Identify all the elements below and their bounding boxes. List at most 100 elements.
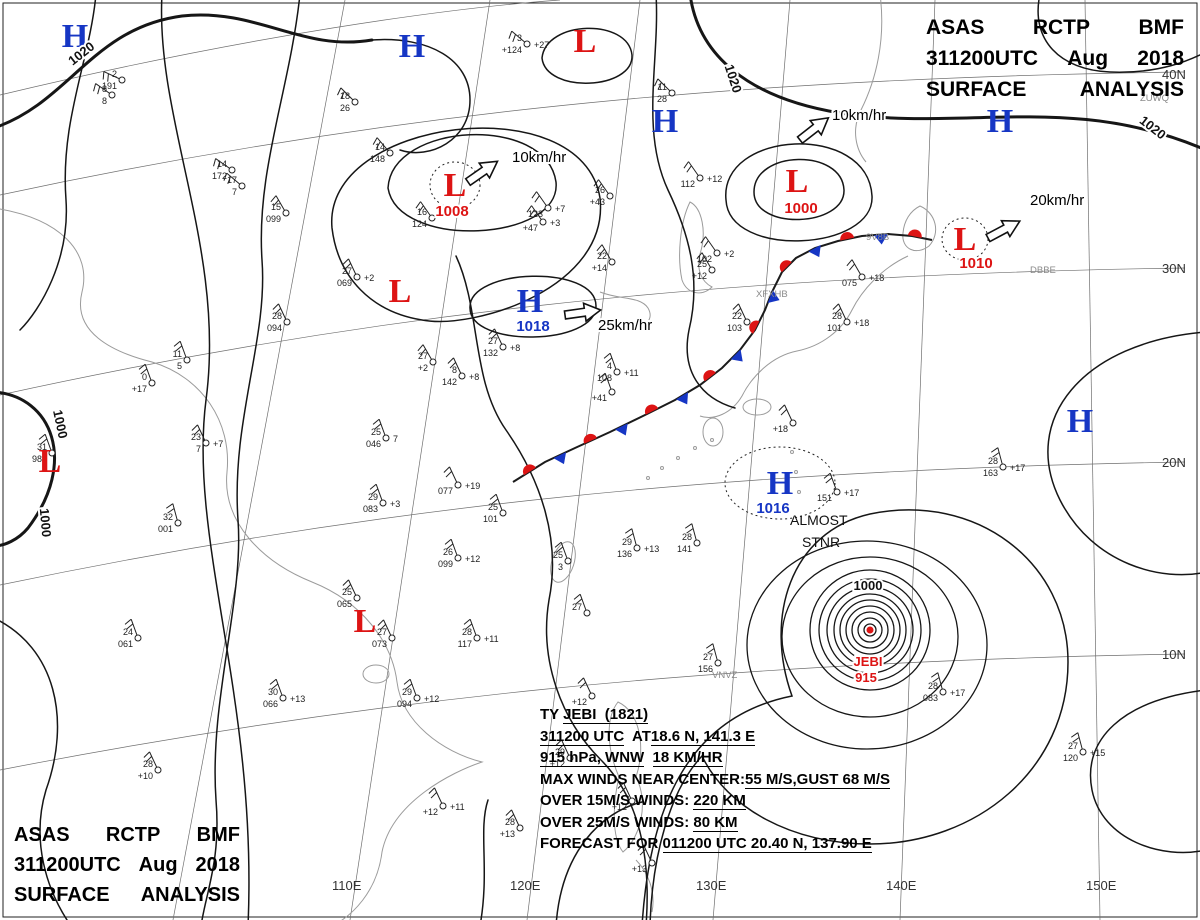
station-value: +14 <box>592 263 607 273</box>
wind-barb-feather <box>102 71 105 80</box>
warm-front-symbol <box>749 320 760 334</box>
station-circle <box>566 754 574 762</box>
title-word: ANALYSIS <box>140 884 240 906</box>
station-value: +13 <box>632 864 647 874</box>
station-value: 3 <box>558 562 563 572</box>
station-value: +12 <box>692 271 707 281</box>
isobar <box>387 134 557 232</box>
cold-front-symbol <box>767 290 780 304</box>
grid-line <box>0 71 1186 196</box>
typhoon-isobars <box>746 540 988 750</box>
isobar-label: 1020 <box>1137 113 1169 143</box>
wind-barb-feather <box>271 683 279 690</box>
station-value: 29 <box>402 687 412 697</box>
typhoon-info-segment: 18 KM/HR <box>652 749 723 767</box>
station-value: 103 <box>727 323 742 333</box>
station-plot: 0+17 <box>132 363 156 394</box>
wind-barb-feather <box>405 683 413 690</box>
wind-barb-feather <box>491 498 499 505</box>
station-circle <box>583 609 591 617</box>
station-plot: 29+12 <box>550 739 574 769</box>
coastline <box>742 398 772 416</box>
typhoon-info-segment: 311200 UTC <box>540 727 625 746</box>
wind-barb-feather <box>573 593 581 600</box>
station-value: 32 <box>163 512 173 522</box>
coastline <box>902 205 937 251</box>
wind-barb-feather <box>213 158 217 167</box>
isobar <box>19 0 97 331</box>
station-value: +12 <box>572 697 587 707</box>
station-circle <box>118 76 126 84</box>
wind-barb-feather <box>780 409 788 416</box>
station-value: 112 <box>681 179 695 189</box>
front-path <box>512 232 933 483</box>
station-value: 163 <box>983 468 998 478</box>
station-plot: 27 132 +8 <box>483 328 520 358</box>
station-circle <box>743 318 751 326</box>
wind-barb-feather <box>193 429 201 436</box>
station-circle <box>999 463 1007 471</box>
longitude-label: 140E <box>886 878 917 893</box>
title-word: BMF <box>1138 16 1185 39</box>
wind-barb-feather <box>138 363 146 370</box>
station-plot: 26 099 +12 <box>438 538 480 569</box>
station-value: +12 <box>424 694 439 704</box>
coastline <box>679 201 713 294</box>
station-value: +12 <box>612 802 627 812</box>
station-value: 29 <box>622 537 632 547</box>
station-value: 101 <box>483 514 498 524</box>
typhoon-isobar <box>781 556 959 718</box>
grid-line <box>526 0 641 920</box>
station-value: 28 <box>462 627 472 637</box>
station-value: 11 <box>173 349 182 359</box>
station-value: 15 <box>271 202 281 212</box>
station-value: +12 <box>707 174 722 184</box>
station-circle <box>499 343 507 351</box>
station-value: 7 <box>232 187 237 197</box>
grid-line <box>0 0 561 96</box>
station-value: 30 <box>268 687 278 697</box>
wind-barb-feather <box>554 541 562 548</box>
wind-barb-feather <box>834 308 842 315</box>
station-plot: 28 163 +17 <box>983 447 1025 478</box>
station-plot: 23 7 +7 <box>191 424 223 454</box>
typhoon-info-segment: JEBI (1821) <box>563 706 649 724</box>
station-value: +19 <box>465 481 480 491</box>
isobar-label: 1000 <box>50 408 71 439</box>
station-value: 28 <box>143 759 153 769</box>
wind-barb-feather <box>344 584 352 591</box>
station-value: +11 <box>450 802 465 812</box>
station-plot: 151 +17 <box>817 472 859 503</box>
station-value: 120 <box>1063 753 1078 763</box>
wind-barb-feather <box>605 357 613 364</box>
typhoon-isobar <box>839 599 901 661</box>
station-plot: 115 <box>173 340 191 371</box>
ship-code: ZUWQ <box>1140 93 1169 104</box>
wind-barb-feather <box>445 471 453 478</box>
latitude-label: 30N <box>1162 261 1186 276</box>
isobar <box>1037 0 1200 73</box>
movement-speed-label: 10km/hr <box>512 149 566 166</box>
isobar <box>0 391 56 547</box>
station-circle <box>413 694 421 702</box>
station-value: 094 <box>397 699 412 709</box>
wind-barb-feather <box>683 161 689 169</box>
ship-code: XFXHB <box>756 289 788 300</box>
station-plot: 29 136 +13 <box>617 528 659 559</box>
typhoon-info-line: OVER 15M/S WINDS: 220 KM <box>540 790 890 812</box>
typhoon-info-segment <box>644 749 652 766</box>
station-plot: 077 +19 <box>438 466 480 496</box>
station-value: 148 <box>370 154 385 164</box>
station-value: 27 <box>703 652 713 662</box>
station-value: +27 <box>534 40 549 50</box>
station-plot: +13 <box>632 844 656 874</box>
dotted-center-circle <box>429 161 481 209</box>
station-plot: +18 <box>773 404 797 434</box>
movement-arrows: 10km/hr 25km/hr 10km/hr 20km/hr <box>464 105 1086 336</box>
typhoon-isobar <box>826 586 914 674</box>
